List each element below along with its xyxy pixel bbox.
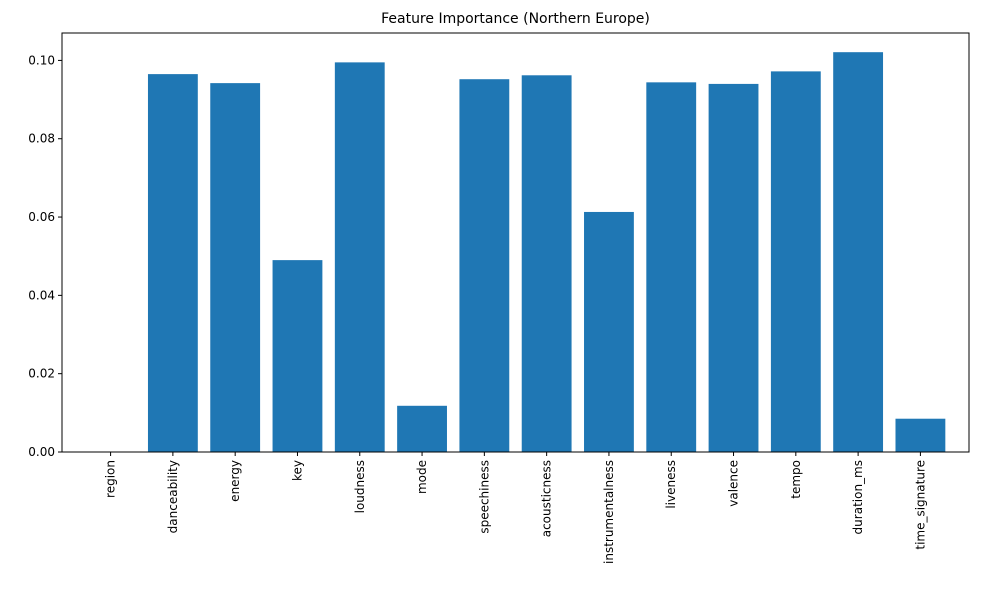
plot-frame: [61, 32, 970, 453]
bar-duration_ms: [833, 52, 884, 452]
bar-energy: [210, 83, 261, 453]
bar-mode: [397, 405, 447, 452]
bar-acousticness: [521, 75, 572, 452]
x-tick-label-acousticness: acousticness: [540, 460, 554, 537]
x-tick-label-energy: energy: [228, 460, 242, 502]
x-tick-label-mode: mode: [415, 460, 429, 494]
bar-danceability: [147, 74, 198, 452]
x-axis: region danceability energy key loudness mode s…: [104, 452, 927, 564]
y-axis: 0.00 0.02 0.04 0.06 0.08 0.10: [28, 53, 62, 459]
y-tick-label-5: 0.10: [28, 53, 55, 67]
x-tick-label-speechiness: speechiness: [477, 460, 491, 534]
bar-instrumentalness: [584, 211, 634, 452]
x-tick-label-key: key: [290, 460, 304, 481]
bar-valence: [708, 83, 759, 452]
x-tick-label-time_signature: time_signature: [913, 460, 927, 550]
bars-group: [147, 52, 946, 453]
x-tick-label-region: region: [104, 460, 118, 498]
x-tick-label-valence: valence: [727, 460, 741, 507]
y-tick-label-4: 0.08: [28, 132, 55, 146]
bar-speechiness: [459, 79, 510, 453]
x-tick-label-duration_ms: duration_ms: [851, 460, 865, 534]
y-tick-label-0: 0.00: [28, 445, 55, 459]
x-tick-label-instrumentalness: instrumentalness: [602, 460, 616, 564]
bar-key: [272, 260, 323, 452]
y-tick-label-2: 0.04: [28, 288, 55, 302]
y-tick-label-1: 0.02: [28, 367, 55, 381]
bar-tempo: [770, 71, 821, 452]
chart-title: Feature Importance (Northern Europe): [381, 11, 650, 27]
y-tick-label-3: 0.06: [28, 210, 55, 224]
x-tick-label-loudness: loudness: [353, 460, 367, 513]
x-tick-label-liveness: liveness: [664, 460, 678, 509]
bar-liveness: [646, 82, 697, 453]
bar-loudness: [334, 62, 385, 452]
x-tick-label-tempo: tempo: [789, 460, 803, 499]
x-tick-label-danceability: danceability: [166, 460, 180, 533]
bar-time_signature: [895, 418, 946, 452]
